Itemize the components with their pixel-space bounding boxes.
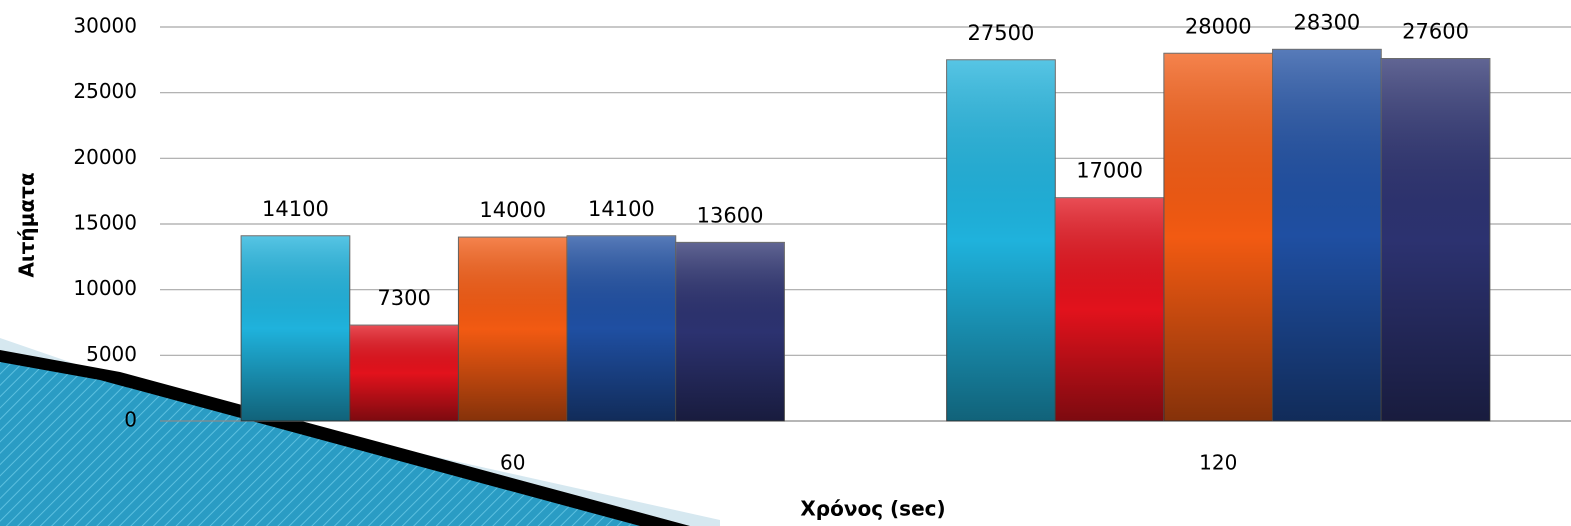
value-label: 28300 — [1293, 10, 1360, 34]
x-axis-title: Χρόνος (sec) — [800, 497, 945, 521]
value-label: 7300 — [377, 286, 430, 310]
x-tick-label: 60 — [500, 451, 525, 475]
bar — [349, 324, 459, 422]
value-label: 14000 — [479, 198, 546, 222]
value-label: 27600 — [1402, 20, 1469, 44]
y-tick-label: 25000 — [73, 79, 137, 103]
bar — [946, 59, 1056, 422]
bar — [457, 236, 568, 422]
value-label: 27500 — [968, 21, 1035, 45]
bar — [240, 235, 351, 422]
bar — [566, 235, 677, 422]
bar — [1272, 48, 1382, 422]
value-label: 28000 — [1185, 14, 1252, 38]
y-tick-label: 20000 — [73, 145, 137, 169]
bar — [1163, 52, 1274, 422]
y-tick-label: 15000 — [73, 211, 137, 235]
bar — [1054, 197, 1165, 422]
y-tick-label: 30000 — [73, 14, 137, 38]
value-label: 14100 — [588, 197, 655, 221]
bar — [1380, 58, 1491, 422]
y-axis-title: Αιτήματα — [15, 172, 39, 277]
y-tick-label: 0 — [124, 408, 137, 432]
value-label: 17000 — [1076, 159, 1143, 183]
value-label: 13600 — [697, 203, 764, 227]
slide-decoration — [0, 338, 720, 526]
x-tick-label: 120 — [1199, 451, 1237, 475]
y-tick-label: 10000 — [73, 276, 137, 300]
decor-stripes — [0, 362, 640, 526]
value-label: 14100 — [262, 197, 329, 221]
bar — [675, 241, 785, 422]
y-tick-label: 5000 — [86, 342, 137, 366]
